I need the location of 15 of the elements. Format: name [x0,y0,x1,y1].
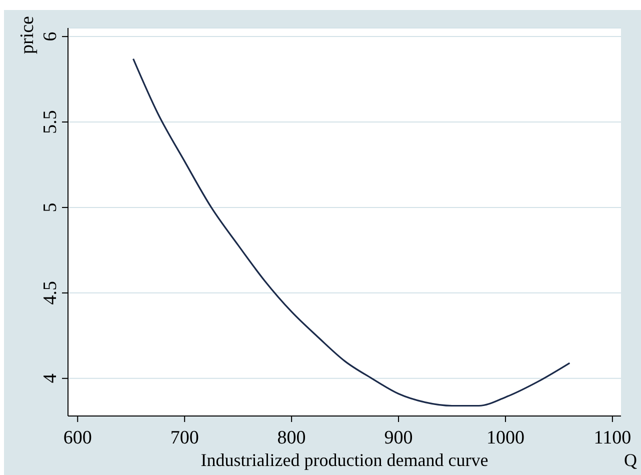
x-tick-label: 1000 [486,427,524,448]
text: Industrialized production demand curve [200,450,490,470]
x-axis-title: Q [624,450,637,470]
x-tick-label: 900 [384,427,413,448]
y-tick-label: 5.5 [40,110,61,134]
x-tick-label: 600 [63,427,92,448]
x-tick-label: 800 [277,427,306,448]
x-tick-label: 700 [170,427,199,448]
y-tick-label: 6 [40,32,61,42]
y-tick-label: 4.5 [40,281,61,305]
line-series [132,58,570,407]
x-tick-label: 1100 [594,427,632,448]
y-tick-label: 4 [40,373,61,384]
y-tick-label: 5 [40,202,61,212]
y-axis-title: price [17,16,39,54]
